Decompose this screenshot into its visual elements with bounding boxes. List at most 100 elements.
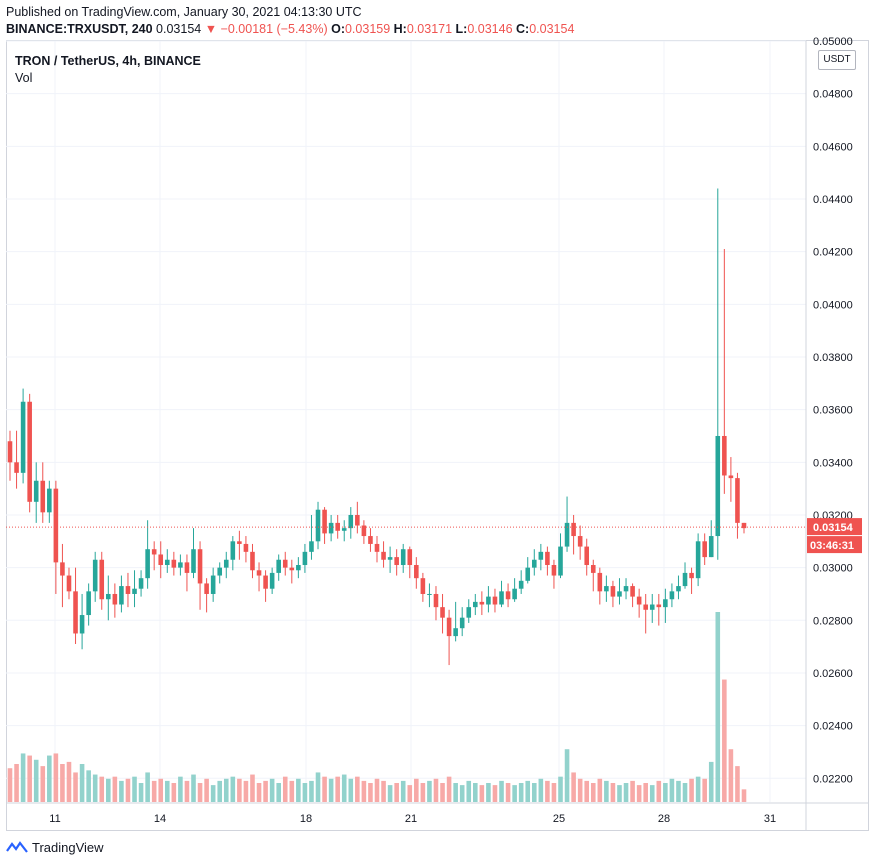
close-value: 0.03154 bbox=[529, 22, 575, 36]
price-tick-label: 0.04800 bbox=[813, 89, 853, 101]
last-price-badge bbox=[807, 518, 862, 536]
volume-bar bbox=[106, 778, 111, 802]
candle-body bbox=[73, 591, 78, 634]
volume-bar bbox=[610, 783, 616, 802]
volume-bar bbox=[355, 776, 360, 802]
volume-bar bbox=[309, 780, 314, 802]
candle-body bbox=[433, 593, 439, 608]
volume-bar bbox=[40, 766, 46, 802]
candle-body bbox=[735, 478, 740, 523]
candle-body bbox=[649, 604, 655, 610]
volume-bar bbox=[282, 776, 288, 802]
time-tick-label: 14 bbox=[154, 813, 166, 825]
volume-bar bbox=[414, 778, 419, 802]
volume-bar bbox=[27, 755, 32, 802]
candle-body bbox=[119, 586, 124, 605]
candle-body bbox=[531, 559, 537, 568]
tradingview-logo-icon bbox=[6, 840, 28, 853]
candle-body bbox=[525, 567, 531, 581]
volume-bar bbox=[178, 776, 183, 802]
volume-bar bbox=[263, 780, 268, 802]
candle-body bbox=[682, 572, 688, 587]
price-tick-label: 0.04000 bbox=[813, 299, 853, 311]
candle-body bbox=[79, 615, 85, 634]
volume-bar bbox=[663, 783, 668, 802]
time-tick-label: 28 bbox=[658, 813, 670, 825]
volume-bar bbox=[33, 759, 39, 802]
candle-body bbox=[27, 401, 32, 502]
volume-bar bbox=[420, 783, 426, 802]
candle-body bbox=[269, 572, 275, 589]
candle-body bbox=[302, 551, 308, 566]
low-value: 0.03146 bbox=[467, 22, 513, 36]
candle-body bbox=[440, 607, 445, 618]
price-tick-label: 0.02400 bbox=[813, 721, 853, 733]
candle-body bbox=[335, 522, 340, 531]
volume-bar bbox=[53, 753, 59, 802]
volume-bar bbox=[669, 778, 675, 802]
candle-body bbox=[47, 488, 52, 513]
volume-bar bbox=[79, 764, 85, 802]
volume-bar bbox=[643, 783, 648, 802]
volume-bar bbox=[191, 774, 196, 802]
candle-body bbox=[223, 559, 229, 568]
volume-bar bbox=[492, 785, 498, 802]
candle-body bbox=[636, 596, 642, 605]
volume-bar bbox=[145, 772, 150, 802]
candle-body bbox=[512, 588, 517, 600]
price-tick-label: 0.04200 bbox=[813, 247, 853, 259]
volume-bar bbox=[525, 780, 531, 802]
candle-body bbox=[630, 586, 635, 597]
volume-bar bbox=[427, 780, 432, 802]
volume-bar bbox=[276, 783, 281, 802]
candle-body bbox=[92, 559, 98, 592]
volume-bar bbox=[689, 778, 694, 802]
candle-body bbox=[466, 607, 472, 618]
candle-body bbox=[86, 591, 91, 616]
candle-body bbox=[558, 546, 563, 576]
symbol-label: BINANCE:TRXUSDT, 240 bbox=[6, 22, 153, 36]
volume-bar bbox=[158, 778, 164, 802]
candle-body bbox=[106, 593, 111, 600]
candle-body bbox=[145, 549, 150, 579]
volume-bar bbox=[184, 780, 190, 802]
candle-body bbox=[689, 572, 694, 579]
volume-bar bbox=[315, 772, 321, 802]
candle-body bbox=[663, 599, 668, 608]
price-tick-label: 0.02200 bbox=[813, 773, 853, 785]
candle-body bbox=[40, 480, 46, 513]
candle-body bbox=[328, 522, 334, 534]
volume-bar bbox=[112, 776, 118, 802]
price-tick-label: 0.04600 bbox=[813, 141, 853, 153]
candle-body bbox=[518, 580, 524, 589]
volume-bar bbox=[60, 764, 65, 802]
candle-body bbox=[407, 549, 413, 566]
volume-bar bbox=[604, 780, 609, 802]
candle-body bbox=[387, 557, 393, 560]
candle-body bbox=[676, 586, 681, 592]
candle-body bbox=[492, 596, 498, 605]
candle-body bbox=[368, 536, 373, 544]
volume-bar bbox=[564, 749, 570, 802]
currency-button[interactable]: USDT bbox=[818, 50, 856, 70]
time-tick-label: 11 bbox=[49, 813, 60, 825]
candle-body bbox=[715, 435, 721, 537]
candle-body bbox=[446, 617, 452, 637]
volume-bar bbox=[73, 772, 78, 802]
volume-bar bbox=[230, 776, 236, 802]
candle-body bbox=[623, 586, 629, 592]
candle-body bbox=[420, 578, 426, 594]
candle-body bbox=[263, 575, 268, 589]
volume-bar bbox=[656, 780, 662, 802]
candle-body bbox=[348, 514, 354, 529]
time-tick-label: 31 bbox=[764, 813, 776, 825]
candle-body bbox=[400, 549, 406, 566]
candle-body bbox=[158, 554, 164, 566]
candle-body bbox=[453, 628, 458, 637]
candle-body bbox=[237, 541, 242, 544]
candle-body bbox=[708, 536, 714, 558]
volume-bar bbox=[433, 778, 439, 802]
volume-bar bbox=[459, 785, 465, 802]
candle-body bbox=[210, 575, 216, 594]
